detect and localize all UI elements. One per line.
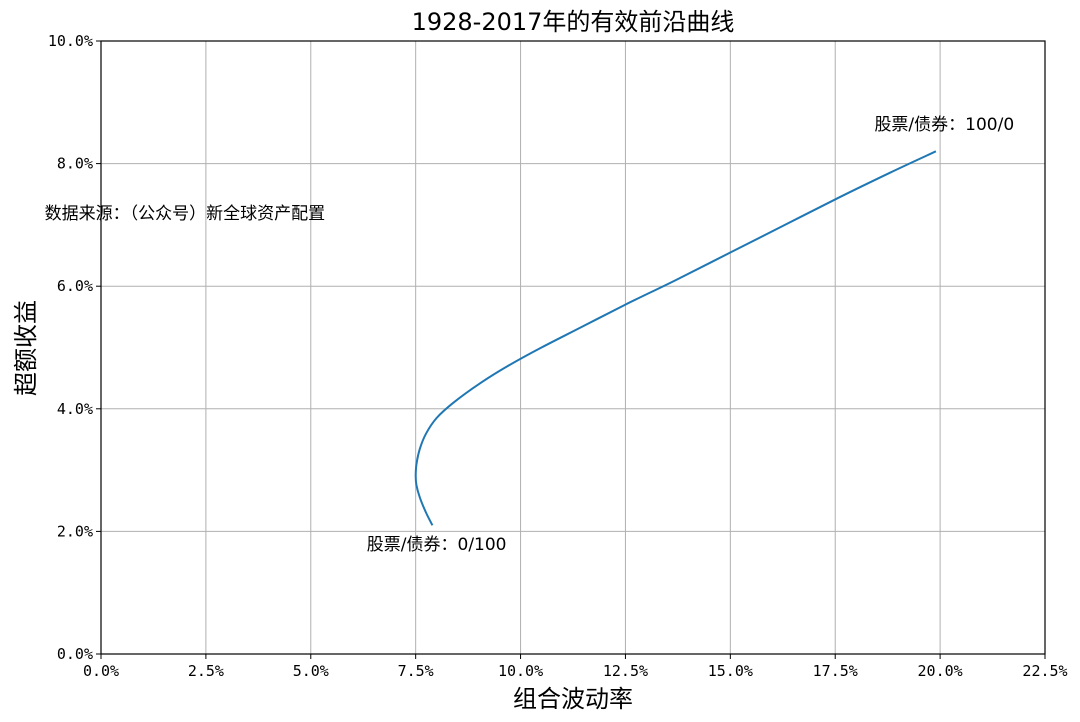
x-tick-label: 5.0% [293,662,329,680]
frontier-line [414,150,937,526]
x-tick-label: 2.5% [188,662,224,680]
y-tick-label: 6.0% [57,277,93,295]
plot-frame [100,40,1046,655]
x-tick-label: 0.0% [83,662,119,680]
y-tick-label: 10.0% [48,32,93,50]
x-tick-label: 10.0% [498,662,543,680]
x-axis-ticks: 0.0% 2.5% 5.0% 7.5% 10.0% 12.5% 15.0% 17.5% 20.0… [83,654,1068,680]
x-tick-label: 12.5% [603,662,648,680]
annotation-stock-100: 股票/债券：100/0 [874,115,1014,135]
y-tick-label: 8.0% [57,155,93,173]
y-axis-ticks: 0.0% 2.0% 4.0% 6.0% 8.0% 10.0% [48,32,101,663]
x-tick-label: 22.5% [1022,662,1067,680]
annotations: 股票/债券：100/0 股票/债券：0/100 数据来源：（公众号）新全球资产配置 [45,115,1015,555]
y-tick-label: 2.0% [57,522,93,540]
y-axis-label: 超额收益 [12,300,40,396]
annotation-bond-100: 股票/债券：0/100 [367,535,507,555]
y-tick-label: 4.0% [57,400,93,418]
y-tick-label: 0.0% [57,645,93,663]
x-tick-label: 17.5% [813,662,858,680]
x-tick-label: 15.0% [708,662,753,680]
x-tick-label: 7.5% [398,662,434,680]
chart-title: 1928-2017年的有效前沿曲线 [412,8,735,36]
x-axis-label: 组合波动率 [513,685,633,713]
annotation-data-source: 数据来源：（公众号）新全球资产配置 [45,204,326,224]
x-tick-label: 20.0% [918,662,963,680]
